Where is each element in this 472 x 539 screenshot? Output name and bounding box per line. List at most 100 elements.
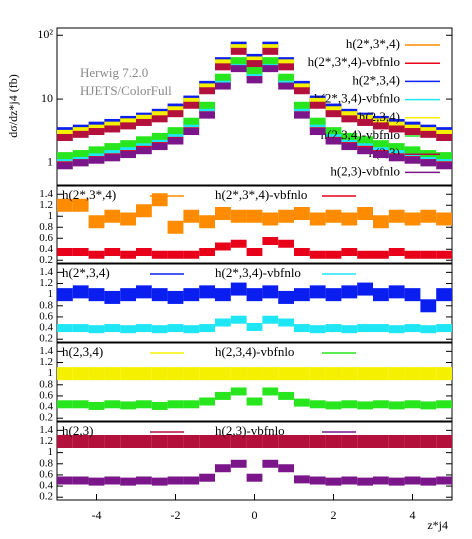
bar bbox=[136, 204, 152, 218]
legend-label: h(2*,3*,4) bbox=[346, 36, 400, 51]
bar bbox=[309, 128, 326, 136]
bar bbox=[373, 250, 389, 259]
bar bbox=[88, 477, 105, 486]
bar bbox=[72, 400, 89, 409]
bar bbox=[72, 150, 89, 158]
y-tick-label: 0.2 bbox=[39, 254, 53, 266]
bar bbox=[136, 476, 152, 485]
x-tick-label: -4 bbox=[92, 508, 102, 522]
bar bbox=[262, 459, 279, 468]
x-tick-label: -2 bbox=[171, 508, 181, 522]
bar bbox=[183, 367, 200, 381]
bar bbox=[436, 152, 452, 160]
bar bbox=[230, 282, 247, 296]
bar bbox=[262, 57, 279, 65]
bar bbox=[183, 97, 200, 105]
bar bbox=[262, 65, 279, 73]
y-tick-label: 10² bbox=[37, 27, 53, 41]
bar bbox=[436, 212, 452, 226]
bar bbox=[278, 209, 294, 223]
bar bbox=[420, 477, 437, 486]
bar bbox=[262, 387, 279, 396]
bar bbox=[436, 400, 452, 409]
bar bbox=[72, 248, 89, 256]
y-tick-label: 1.4 bbox=[39, 424, 53, 436]
bar bbox=[404, 128, 421, 136]
bar bbox=[388, 248, 405, 256]
bar bbox=[57, 129, 73, 137]
bar bbox=[294, 398, 310, 407]
bar bbox=[57, 248, 73, 256]
bar bbox=[404, 476, 421, 485]
bar bbox=[436, 133, 452, 141]
bar bbox=[373, 476, 389, 485]
bar bbox=[420, 367, 437, 381]
bar bbox=[420, 159, 437, 167]
legend-label: h(2*,3*,4)-vbfnlo bbox=[215, 187, 307, 202]
bar bbox=[309, 101, 326, 109]
bar bbox=[151, 288, 168, 302]
bar bbox=[357, 118, 373, 126]
bar bbox=[294, 435, 310, 448]
bar bbox=[104, 143, 121, 151]
legend-label: h(2,3,4) bbox=[62, 344, 103, 359]
annotation: HJETS/ColorFull bbox=[80, 83, 172, 98]
bar bbox=[215, 435, 231, 448]
bar bbox=[104, 125, 121, 133]
bar bbox=[104, 209, 121, 223]
legend-label: h(2*,3,4) bbox=[352, 72, 400, 87]
bar bbox=[436, 435, 452, 448]
bar bbox=[151, 250, 168, 259]
bar bbox=[309, 400, 326, 409]
bar bbox=[167, 476, 184, 485]
y-tick-label: 0.8 bbox=[39, 457, 53, 469]
bar bbox=[215, 63, 231, 71]
bar bbox=[88, 435, 105, 448]
bar bbox=[167, 127, 184, 135]
bar bbox=[104, 400, 121, 409]
bar bbox=[278, 464, 294, 473]
bar bbox=[262, 47, 279, 55]
bar bbox=[294, 248, 310, 256]
bar bbox=[104, 476, 121, 485]
y-tick-label: 1 bbox=[48, 446, 54, 458]
bar bbox=[262, 237, 279, 245]
y-tick-label: 1.2 bbox=[39, 199, 53, 211]
bar bbox=[246, 209, 263, 223]
bar bbox=[373, 435, 389, 448]
bar bbox=[420, 250, 437, 259]
bar bbox=[151, 367, 168, 381]
y-tick-label: 0.2 bbox=[39, 333, 53, 345]
bar bbox=[183, 476, 200, 485]
bar bbox=[136, 147, 152, 155]
legend-label: h(2*,3*,4) bbox=[62, 187, 116, 202]
bar bbox=[373, 324, 389, 333]
y-tick-label: 1 bbox=[48, 288, 54, 300]
bar bbox=[151, 111, 168, 119]
bar bbox=[151, 115, 168, 123]
bar bbox=[309, 285, 326, 299]
bar bbox=[88, 367, 105, 381]
bar bbox=[246, 435, 263, 448]
x-tick-label: 2 bbox=[331, 508, 337, 522]
bar bbox=[57, 324, 73, 333]
bar bbox=[104, 367, 121, 381]
bar bbox=[230, 57, 247, 65]
bar bbox=[215, 82, 231, 90]
bar bbox=[246, 397, 263, 406]
bar bbox=[151, 477, 168, 486]
bar bbox=[341, 111, 358, 119]
bar bbox=[199, 435, 215, 448]
bar bbox=[404, 250, 421, 259]
bar bbox=[325, 137, 342, 145]
bar bbox=[420, 130, 437, 138]
bar bbox=[404, 212, 421, 226]
bar bbox=[436, 250, 452, 259]
bar bbox=[215, 242, 231, 251]
bar bbox=[230, 65, 247, 73]
bar bbox=[373, 151, 389, 159]
bar bbox=[325, 209, 342, 223]
bar bbox=[151, 401, 168, 410]
bar bbox=[199, 367, 215, 381]
plot-frame bbox=[56, 342, 453, 422]
